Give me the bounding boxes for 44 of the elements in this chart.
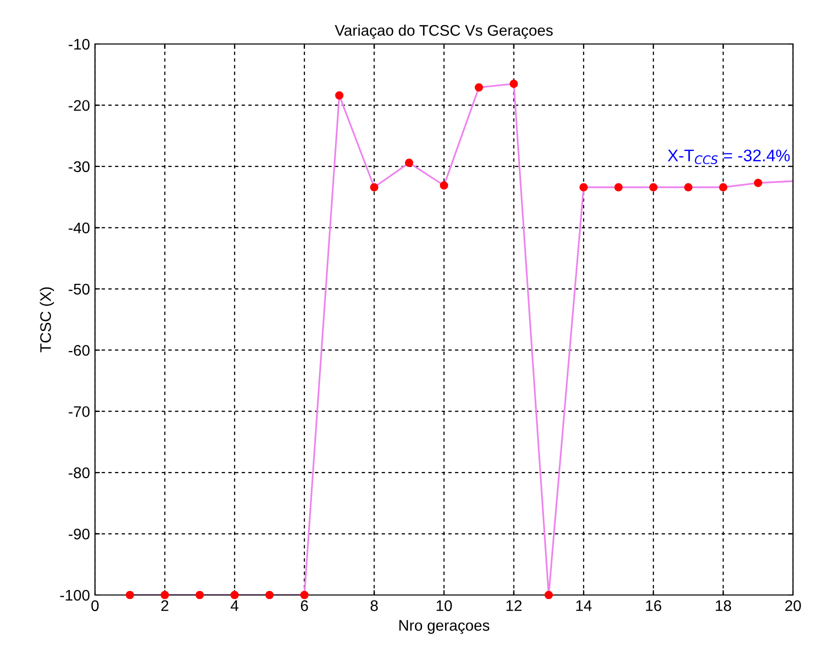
x-tick-label: 8	[370, 600, 378, 612]
x-tick-label: 16	[646, 600, 662, 612]
point	[335, 91, 344, 100]
y-tick-label: -50	[68, 284, 90, 295]
annotation: X-T$_{CCS}$ = -32.4%	[668, 150, 790, 164]
x-tick-label: 4	[230, 600, 238, 611]
point	[649, 183, 658, 192]
point	[230, 590, 239, 600]
x-tick-label: 2	[161, 600, 168, 611]
point	[754, 178, 762, 188]
point	[544, 590, 553, 600]
y-tick-label: -10	[68, 38, 90, 50]
point	[265, 590, 274, 600]
x-tick-label: 6	[300, 600, 308, 612]
y-tick-label: -60	[68, 344, 90, 356]
y-tick-label: -70	[68, 406, 90, 418]
point	[684, 183, 692, 192]
x-tick-label: 20	[785, 600, 801, 612]
x-tick-label: 0	[91, 600, 99, 612]
y-tick-label: -20	[68, 100, 90, 111]
point	[126, 590, 134, 600]
x-tick-label: 18	[716, 600, 732, 612]
point	[614, 183, 623, 192]
point	[370, 183, 378, 192]
point	[196, 590, 204, 600]
y-tick-label: -40	[68, 222, 90, 234]
point	[160, 590, 169, 600]
x-tick-label: 14	[576, 600, 592, 611]
point	[300, 590, 309, 600]
point	[440, 181, 448, 190]
y-axis-title: TCSC (X)	[40, 287, 54, 352]
chart-title: Variaçao do TCSC Vs Geraçoes	[334, 24, 553, 39]
point	[474, 83, 484, 92]
y-tick-label: -90	[68, 528, 90, 540]
y-tick-label: -100	[60, 590, 90, 601]
point	[510, 80, 518, 88]
x-axis-title: Nro geraçoes	[399, 620, 490, 634]
point	[579, 183, 588, 192]
x-tick-label: 12	[506, 600, 522, 611]
point	[719, 183, 728, 192]
y-tick-label: -30	[68, 161, 90, 172]
x-tick-label: 10	[436, 600, 452, 612]
point	[404, 158, 414, 167]
y-tick-label: -80	[68, 467, 90, 478]
